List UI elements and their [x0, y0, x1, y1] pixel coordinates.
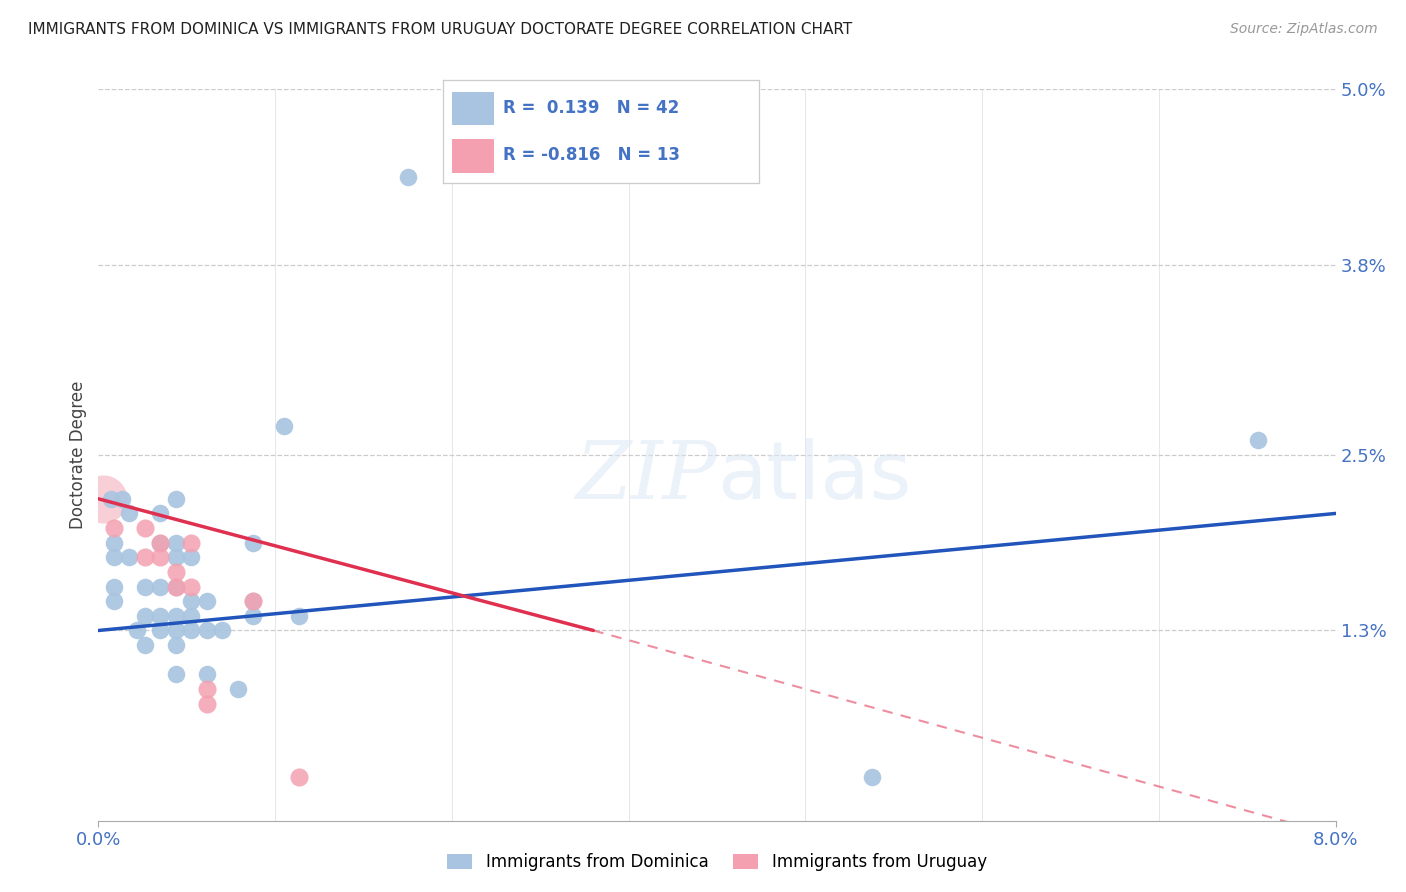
Point — [127, 624, 149, 638]
Point — [118, 550, 141, 565]
Point — [165, 667, 187, 681]
Point — [165, 550, 187, 565]
Point — [100, 491, 122, 506]
Legend: Immigrants from Dominica, Immigrants from Uruguay: Immigrants from Dominica, Immigrants fro… — [440, 847, 994, 878]
Point — [103, 535, 125, 549]
Point — [180, 608, 202, 623]
Point — [149, 535, 172, 549]
Point — [149, 580, 172, 594]
Point — [195, 594, 218, 608]
Point — [180, 550, 202, 565]
Point — [165, 638, 187, 652]
Point — [165, 580, 187, 594]
Point — [288, 770, 311, 784]
Point — [118, 507, 141, 521]
FancyBboxPatch shape — [453, 139, 494, 173]
Point — [180, 535, 202, 549]
Point — [103, 521, 125, 535]
Point — [134, 608, 156, 623]
Point — [242, 608, 264, 623]
Point — [242, 594, 264, 608]
Point — [149, 550, 172, 565]
Point — [149, 608, 172, 623]
Point — [242, 535, 264, 549]
Point — [149, 535, 172, 549]
Point — [860, 770, 883, 784]
Point — [134, 580, 156, 594]
Point — [242, 594, 264, 608]
Point — [180, 594, 202, 608]
Text: atlas: atlas — [717, 438, 911, 516]
Point — [396, 169, 419, 184]
Point — [1247, 434, 1270, 448]
Point — [226, 681, 249, 696]
Point — [180, 624, 202, 638]
Point — [180, 580, 202, 594]
Text: ZIP: ZIP — [575, 438, 717, 516]
Point — [195, 681, 218, 696]
Text: IMMIGRANTS FROM DOMINICA VS IMMIGRANTS FROM URUGUAY DOCTORATE DEGREE CORRELATION: IMMIGRANTS FROM DOMINICA VS IMMIGRANTS F… — [28, 22, 852, 37]
Point — [134, 638, 156, 652]
Point — [103, 550, 125, 565]
Point — [103, 594, 125, 608]
Point — [165, 608, 187, 623]
Point — [165, 580, 187, 594]
Point — [149, 624, 172, 638]
Point — [165, 565, 187, 579]
Point — [211, 624, 233, 638]
Point — [91, 491, 114, 506]
Point — [273, 418, 295, 433]
Text: R =  0.139   N = 42: R = 0.139 N = 42 — [503, 100, 679, 118]
Y-axis label: Doctorate Degree: Doctorate Degree — [69, 381, 87, 529]
FancyBboxPatch shape — [453, 92, 494, 126]
Point — [134, 521, 156, 535]
Point — [165, 491, 187, 506]
Point — [111, 491, 134, 506]
Point — [165, 535, 187, 549]
Text: Source: ZipAtlas.com: Source: ZipAtlas.com — [1230, 22, 1378, 37]
Point — [103, 580, 125, 594]
Point — [288, 608, 311, 623]
Point — [195, 667, 218, 681]
Point — [195, 624, 218, 638]
Point — [134, 550, 156, 565]
Point — [165, 624, 187, 638]
Point — [195, 697, 218, 711]
Point — [149, 507, 172, 521]
Text: R = -0.816   N = 13: R = -0.816 N = 13 — [503, 145, 681, 163]
